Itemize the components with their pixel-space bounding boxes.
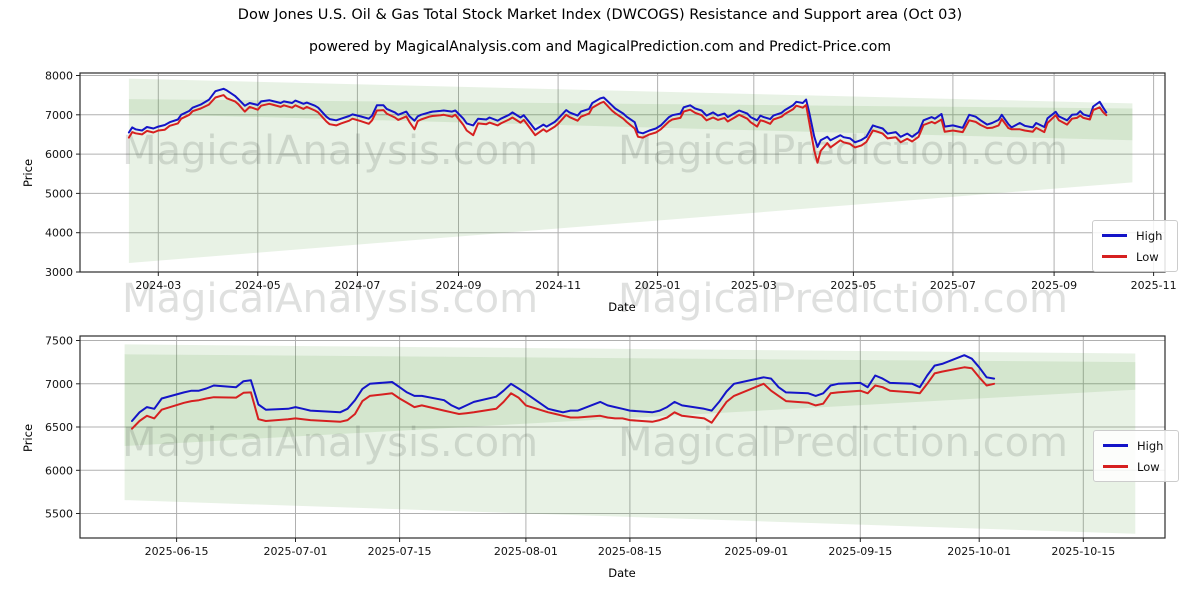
tick-label-y: 6500 xyxy=(45,421,73,434)
page-subtitle: powered by MagicalAnalysis.com and Magic… xyxy=(309,39,891,55)
tick-label-x: 2025-10-01 xyxy=(947,545,1011,558)
tick-label-x: 2025-09-15 xyxy=(828,545,892,558)
tick-label-x: 2025-11 xyxy=(1131,279,1177,292)
tick-label-x: 2025-10-15 xyxy=(1051,545,1115,558)
tick-label-y: 5000 xyxy=(45,187,73,200)
watermark-magicalanalysis: MagicalAnalysis.com xyxy=(122,420,538,466)
tick-label-y: 4000 xyxy=(45,227,73,240)
legend-entry-high: High xyxy=(1094,435,1178,456)
tick-label-x: 2025-01 xyxy=(635,279,681,292)
tick-label-x: 2025-06-15 xyxy=(145,545,209,558)
recent-band-dark xyxy=(124,354,1136,446)
tick-label-y: 6000 xyxy=(45,464,73,477)
legend-bottom-chart: High Low xyxy=(1093,430,1179,482)
legend-top-chart: High Low xyxy=(1092,220,1178,272)
tick-label-y: 3000 xyxy=(45,266,73,279)
tick-label-x: 2025-05 xyxy=(830,279,876,292)
watermark-magicalanalysis: MagicalAnalysis.com xyxy=(122,128,538,174)
tick-label-x: 2024-11 xyxy=(535,279,581,292)
recent-low-line xyxy=(131,366,996,430)
low-line-swatch xyxy=(1102,255,1127,258)
tick-label-x: 2025-09 xyxy=(1031,279,1077,292)
high-line-swatch xyxy=(1102,234,1127,237)
page-title: Dow Jones U.S. Oil & Gas Total Stock Mar… xyxy=(237,7,963,23)
tick-label-y: 7500 xyxy=(45,335,73,348)
tick-label-x: 2025-07-01 xyxy=(264,545,328,558)
low-line-swatch xyxy=(1103,465,1128,468)
overview-low-line xyxy=(127,94,1108,164)
tick-label-x: 2025-07-15 xyxy=(368,545,432,558)
tick-label-x: 2025-08-15 xyxy=(598,545,662,558)
recent-high-line xyxy=(131,354,996,422)
price-axis-label-bottom: Price xyxy=(21,423,35,453)
date-axis-label-bottom: Date xyxy=(608,566,636,580)
tick-label-x: 2025-03 xyxy=(731,279,777,292)
watermark-magicalprediction-mid: MagicalPrediction.com xyxy=(618,276,1068,322)
tick-label-x: 2024-07 xyxy=(334,279,380,292)
tick-label-y: 5500 xyxy=(45,508,73,521)
high-line-swatch xyxy=(1103,444,1128,447)
legend-high-label: High xyxy=(1136,228,1163,243)
tick-label-x: 2025-07 xyxy=(930,279,976,292)
tick-label-x: 2024-03 xyxy=(135,279,181,292)
overview-band-light xyxy=(128,78,1133,263)
tick-label-x: 2024-09 xyxy=(436,279,482,292)
tick-label-y: 8000 xyxy=(45,70,73,83)
watermark-magicalanalysis-mid: MagicalAnalysis.com xyxy=(121,276,539,322)
recent-band-light xyxy=(124,344,1136,534)
legend-entry-low: Low xyxy=(1093,246,1177,267)
overview-frame xyxy=(79,72,1166,273)
watermark-magicalprediction: MagicalPrediction.com xyxy=(618,420,1068,466)
price-axis-label-top: Price xyxy=(21,158,35,188)
tick-label-y: 7000 xyxy=(45,378,73,391)
legend-low-label: Low xyxy=(1136,249,1159,264)
tick-label-y: 7000 xyxy=(45,109,73,122)
legend-entry-high: High xyxy=(1093,225,1177,246)
overview-high-line xyxy=(127,87,1108,148)
tick-label-x: 2024-05 xyxy=(235,279,281,292)
chart-recent: MagicalAnalysis.com MagicalPrediction.com… xyxy=(45,335,1166,558)
tick-label-x: 2025-09-01 xyxy=(724,545,788,558)
watermark-magicalprediction: MagicalPrediction.com xyxy=(618,128,1068,174)
tick-label-x: 2025-08-01 xyxy=(494,545,558,558)
tick-label-y: 6000 xyxy=(45,148,73,161)
legend-high-label: High xyxy=(1137,438,1164,453)
date-axis-label-top: Date xyxy=(608,300,636,314)
legend-entry-low: Low xyxy=(1094,456,1178,477)
chart-overview: MagicalAnalysis.com MagicalPrediction.com… xyxy=(45,70,1177,293)
legend-low-label: Low xyxy=(1137,459,1160,474)
